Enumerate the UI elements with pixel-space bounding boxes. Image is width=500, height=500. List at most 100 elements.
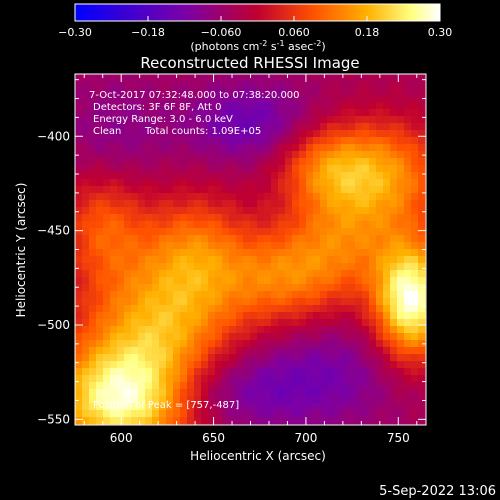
heatmap-cell bbox=[320, 74, 328, 82]
heatmap-cell bbox=[159, 221, 167, 229]
heatmap-cell bbox=[313, 172, 321, 180]
heatmap-cell bbox=[341, 403, 349, 411]
heatmap-cell bbox=[341, 389, 349, 397]
heatmap-cell bbox=[404, 375, 412, 383]
heatmap-cell bbox=[194, 179, 202, 187]
heatmap-cell bbox=[173, 172, 181, 180]
heatmap-cell bbox=[138, 109, 146, 117]
heatmap-cell bbox=[369, 151, 377, 159]
heatmap-cell bbox=[89, 116, 97, 124]
heatmap-cell bbox=[110, 88, 118, 96]
heatmap-cell bbox=[404, 368, 412, 376]
heatmap-cell bbox=[222, 235, 230, 243]
heatmap-cell bbox=[376, 95, 384, 103]
heatmap-cell bbox=[117, 207, 125, 215]
heatmap-cell bbox=[264, 305, 272, 313]
heatmap-cell bbox=[117, 242, 125, 250]
heatmap-cell bbox=[89, 109, 97, 117]
heatmap-cell bbox=[243, 354, 251, 362]
heatmap-cell bbox=[362, 305, 370, 313]
heatmap-cell bbox=[264, 277, 272, 285]
heatmap-cell bbox=[355, 193, 363, 201]
heatmap-cell bbox=[243, 193, 251, 201]
heatmap-cell bbox=[152, 298, 160, 306]
heatmap-cell bbox=[362, 158, 370, 166]
heatmap-cell bbox=[334, 298, 342, 306]
heatmap-cell bbox=[376, 158, 384, 166]
heatmap-cell bbox=[285, 340, 293, 348]
heatmap-cell bbox=[292, 200, 300, 208]
heatmap-cell bbox=[320, 319, 328, 327]
heatmap-cell bbox=[89, 263, 97, 271]
heatmap-cell bbox=[285, 116, 293, 124]
heatmap-cell bbox=[362, 270, 370, 278]
heatmap-cell bbox=[299, 242, 307, 250]
heatmap-cell bbox=[264, 375, 272, 383]
heatmap-cell bbox=[369, 361, 377, 369]
heatmap-cell bbox=[411, 193, 419, 201]
heatmap-cell bbox=[334, 333, 342, 341]
heatmap-cell bbox=[369, 277, 377, 285]
heatmap-cell bbox=[152, 123, 160, 131]
heatmap-cell bbox=[187, 305, 195, 313]
heatmap-cell bbox=[243, 340, 251, 348]
heatmap-cell bbox=[103, 130, 111, 138]
heatmap-cell bbox=[159, 319, 167, 327]
heatmap-cell bbox=[257, 277, 265, 285]
heatmap-cell bbox=[236, 116, 244, 124]
heatmap-cell bbox=[229, 389, 237, 397]
heatmap-cell bbox=[313, 242, 321, 250]
heatmap-cell bbox=[117, 340, 125, 348]
heatmap-cell bbox=[355, 172, 363, 180]
heatmap-cell bbox=[82, 242, 90, 250]
heatmap-cell bbox=[75, 256, 83, 264]
heatmap-cell bbox=[264, 333, 272, 341]
heatmap-cell bbox=[208, 298, 216, 306]
heatmap-cell bbox=[159, 277, 167, 285]
heatmap-cell bbox=[292, 116, 300, 124]
heatmap-cell bbox=[348, 214, 356, 222]
heatmap-cell bbox=[236, 144, 244, 152]
heatmap-cell bbox=[124, 109, 132, 117]
heatmap-cell bbox=[159, 172, 167, 180]
heatmap-cell bbox=[222, 361, 230, 369]
heatmap-cell bbox=[180, 410, 188, 418]
heatmap-cell bbox=[250, 298, 258, 306]
heatmap-cell bbox=[390, 368, 398, 376]
heatmap-cell bbox=[208, 277, 216, 285]
heatmap-cell bbox=[208, 389, 216, 397]
heatmap-cell bbox=[124, 312, 132, 320]
heatmap-cell bbox=[173, 144, 181, 152]
heatmap-cell bbox=[313, 102, 321, 110]
heatmap-cell bbox=[243, 123, 251, 131]
heatmap-cell bbox=[397, 137, 405, 145]
heatmap-cell bbox=[292, 298, 300, 306]
heatmap-cell bbox=[89, 144, 97, 152]
heatmap-cell bbox=[334, 130, 342, 138]
heatmap-cell bbox=[173, 214, 181, 222]
heatmap-cell bbox=[180, 158, 188, 166]
heatmap-cell bbox=[369, 130, 377, 138]
heatmap-cell bbox=[138, 347, 146, 355]
heatmap-cell bbox=[131, 403, 139, 411]
heatmap-cell bbox=[96, 151, 104, 159]
heatmap-cell bbox=[411, 340, 419, 348]
heatmap-cell bbox=[306, 144, 314, 152]
heatmap-cell bbox=[236, 249, 244, 257]
heatmap-cell bbox=[117, 116, 125, 124]
heatmap-cell bbox=[180, 305, 188, 313]
heatmap-cell bbox=[292, 277, 300, 285]
heatmap-cell bbox=[229, 361, 237, 369]
heatmap-cell bbox=[229, 228, 237, 236]
heatmap-cell bbox=[341, 228, 349, 236]
heatmap-cell bbox=[75, 326, 83, 334]
heatmap-cell bbox=[390, 123, 398, 131]
heatmap-cell bbox=[236, 403, 244, 411]
heatmap-cell bbox=[215, 298, 223, 306]
heatmap-cell bbox=[250, 130, 258, 138]
heatmap-cell bbox=[236, 312, 244, 320]
heatmap-cell bbox=[110, 354, 118, 362]
heatmap-cell bbox=[418, 130, 426, 138]
heatmap-cell bbox=[208, 263, 216, 271]
heatmap-cell bbox=[278, 81, 286, 89]
